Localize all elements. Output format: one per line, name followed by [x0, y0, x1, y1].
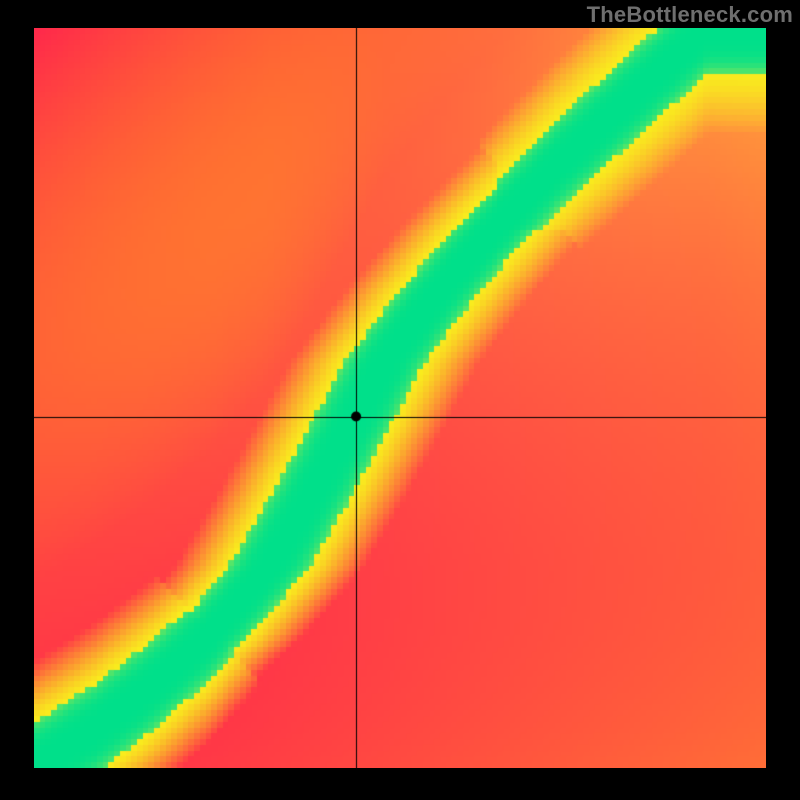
- watermark-text: TheBottleneck.com: [587, 2, 793, 28]
- bottleneck-heatmap: [34, 28, 766, 768]
- chart-frame: TheBottleneck.com: [0, 0, 800, 800]
